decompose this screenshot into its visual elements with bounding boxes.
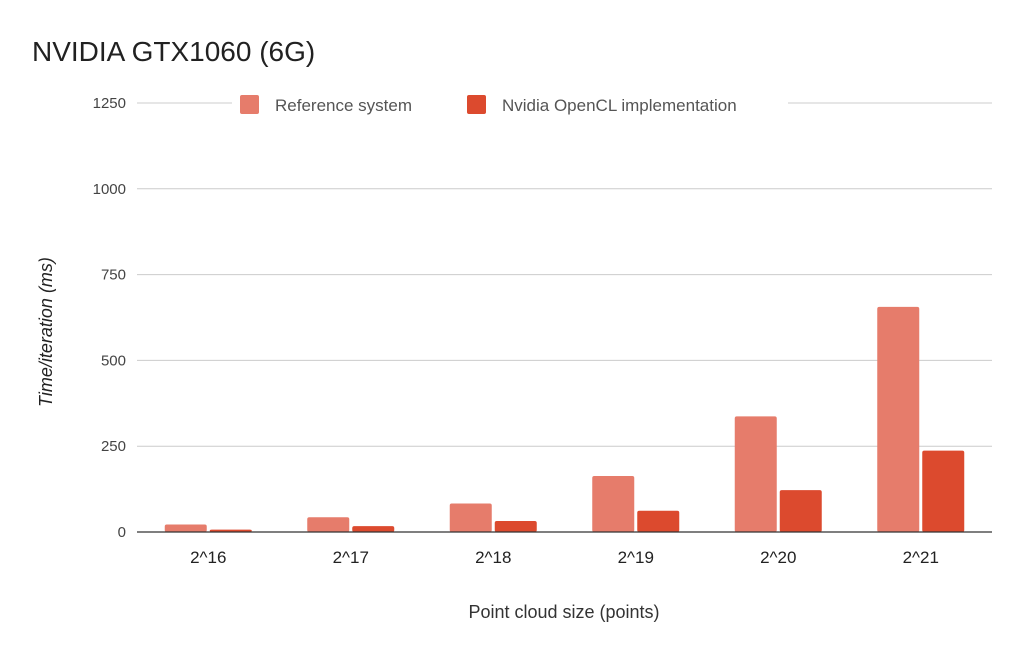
bar-opencl [352, 526, 395, 532]
y-tick-label: 1000 [93, 181, 126, 198]
bars [164, 306, 965, 532]
y-tick-label: 250 [101, 438, 126, 455]
y-axis-ticks: 0 250 500 750 1000 1250 [93, 95, 126, 541]
chart-title: NVIDIA GTX1060 (6G) [32, 36, 316, 67]
x-tick-label: 2^18 [475, 548, 511, 567]
bar-opencl [494, 521, 537, 532]
legend-background [232, 92, 788, 116]
x-tick-label: 2^21 [903, 548, 939, 567]
legend-label: Reference system [275, 96, 412, 115]
y-tick-label: 500 [101, 352, 126, 369]
bar-reference [449, 503, 492, 532]
legend-swatch [467, 95, 486, 114]
x-tick-label: 2^20 [760, 548, 796, 567]
legend-label: Nvidia OpenCL implementation [502, 96, 737, 115]
bar-reference [164, 524, 207, 532]
bar-opencl [922, 450, 965, 532]
bar-opencl [209, 529, 252, 532]
bar-reference [734, 416, 777, 532]
bar-reference [307, 517, 350, 532]
x-tick-label: 2^17 [333, 548, 369, 567]
legend: Reference system Nvidia OpenCL implementa… [232, 92, 788, 116]
y-tick-label: 750 [101, 267, 126, 284]
bar-reference [592, 476, 635, 532]
x-tick-label: 2^16 [190, 548, 226, 567]
bar-opencl [779, 490, 822, 532]
bar-opencl [637, 510, 680, 532]
bar-reference [877, 306, 920, 532]
x-tick-label: 2^19 [618, 548, 654, 567]
y-tick-label: 1250 [93, 95, 126, 112]
y-tick-label: 0 [118, 524, 126, 541]
legend-swatch [240, 95, 259, 114]
y-axis-label: Time/iteration (ms) [36, 257, 56, 407]
x-axis-label: Point cloud size (points) [468, 602, 659, 622]
x-axis-ticks: 2^16 2^17 2^18 2^19 2^20 2^21 [190, 548, 939, 567]
grid-lines [137, 102, 992, 447]
